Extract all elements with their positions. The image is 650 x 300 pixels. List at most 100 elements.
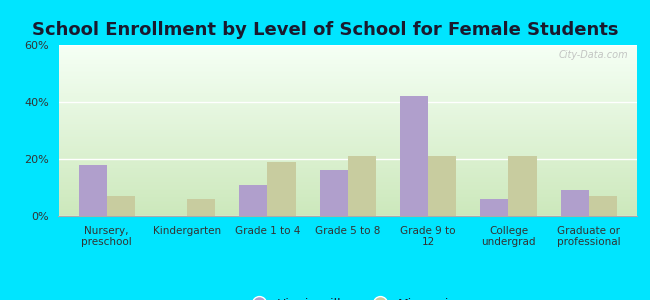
Bar <box>58 199 637 201</box>
Bar <box>58 190 637 192</box>
Bar <box>58 151 637 153</box>
Bar <box>58 113 637 115</box>
Bar <box>58 88 637 89</box>
Bar <box>58 69 637 70</box>
Bar <box>58 96 637 98</box>
Bar <box>58 52 637 53</box>
Bar <box>58 187 637 189</box>
Bar <box>58 86 637 88</box>
Bar <box>58 197 637 199</box>
Bar <box>58 163 637 165</box>
Bar <box>58 48 637 50</box>
Bar <box>58 213 637 214</box>
Bar <box>58 206 637 207</box>
Bar <box>58 129 637 130</box>
Bar <box>58 45 637 47</box>
Bar <box>58 189 637 190</box>
Bar <box>400 96 428 216</box>
Bar <box>58 70 637 72</box>
Bar <box>428 156 456 216</box>
Bar <box>58 55 637 57</box>
Bar <box>58 167 637 168</box>
Bar <box>58 172 637 173</box>
Bar <box>58 185 637 187</box>
Bar <box>58 108 637 110</box>
Bar <box>58 204 637 206</box>
Bar <box>58 153 637 154</box>
Text: School Enrollment by Level of School for Female Students: School Enrollment by Level of School for… <box>32 21 618 39</box>
Bar <box>58 170 637 172</box>
Bar <box>58 117 637 118</box>
Bar <box>561 190 589 216</box>
Bar <box>58 209 637 211</box>
Bar <box>58 156 637 158</box>
Bar <box>58 137 637 139</box>
Bar <box>79 165 107 216</box>
Bar <box>58 214 637 216</box>
Bar <box>58 72 637 74</box>
Bar <box>58 136 637 137</box>
Bar <box>58 196 637 197</box>
Bar <box>589 196 617 216</box>
Bar <box>58 201 637 202</box>
Bar <box>58 110 637 112</box>
Bar <box>58 81 637 82</box>
Bar <box>58 165 637 167</box>
Bar <box>58 79 637 81</box>
Bar <box>58 127 637 129</box>
Bar <box>58 64 637 65</box>
Bar <box>58 202 637 204</box>
Bar <box>58 124 637 125</box>
Bar <box>58 47 637 48</box>
Legend: Higginsville, Missouri: Higginsville, Missouri <box>242 293 454 300</box>
Bar <box>58 194 637 196</box>
Bar <box>58 160 637 161</box>
Bar <box>320 170 348 216</box>
Bar <box>58 175 637 177</box>
Bar <box>58 173 637 175</box>
Bar <box>58 53 637 55</box>
Bar <box>58 180 637 182</box>
Bar <box>58 168 637 170</box>
Bar <box>58 161 637 163</box>
Bar <box>58 94 637 96</box>
Bar <box>58 182 637 184</box>
Bar <box>348 156 376 216</box>
Bar <box>58 98 637 100</box>
Bar <box>58 141 637 142</box>
Bar <box>58 125 637 127</box>
Bar <box>58 144 637 146</box>
Bar <box>58 118 637 120</box>
Bar <box>58 74 637 76</box>
Bar <box>58 132 637 134</box>
Bar <box>58 142 637 144</box>
Bar <box>58 207 637 209</box>
Bar <box>187 199 215 216</box>
Bar <box>58 84 637 86</box>
Bar <box>58 122 637 124</box>
Text: City-Data.com: City-Data.com <box>559 50 629 60</box>
Bar <box>58 120 637 122</box>
Bar <box>58 154 637 156</box>
Bar <box>58 105 637 106</box>
Bar <box>58 65 637 67</box>
Bar <box>58 89 637 91</box>
Bar <box>58 82 637 84</box>
Bar <box>239 184 267 216</box>
Bar <box>58 59 637 60</box>
Bar <box>58 146 637 148</box>
Bar <box>58 139 637 141</box>
Bar <box>58 60 637 62</box>
Bar <box>58 148 637 149</box>
Bar <box>267 162 296 216</box>
Bar <box>58 134 637 136</box>
Bar <box>58 106 637 108</box>
Bar <box>58 130 637 132</box>
Bar <box>58 211 637 213</box>
Bar <box>58 77 637 79</box>
Bar <box>58 149 637 151</box>
Bar <box>58 178 637 180</box>
Bar <box>58 184 637 185</box>
Bar <box>58 177 637 178</box>
Bar <box>58 101 637 103</box>
